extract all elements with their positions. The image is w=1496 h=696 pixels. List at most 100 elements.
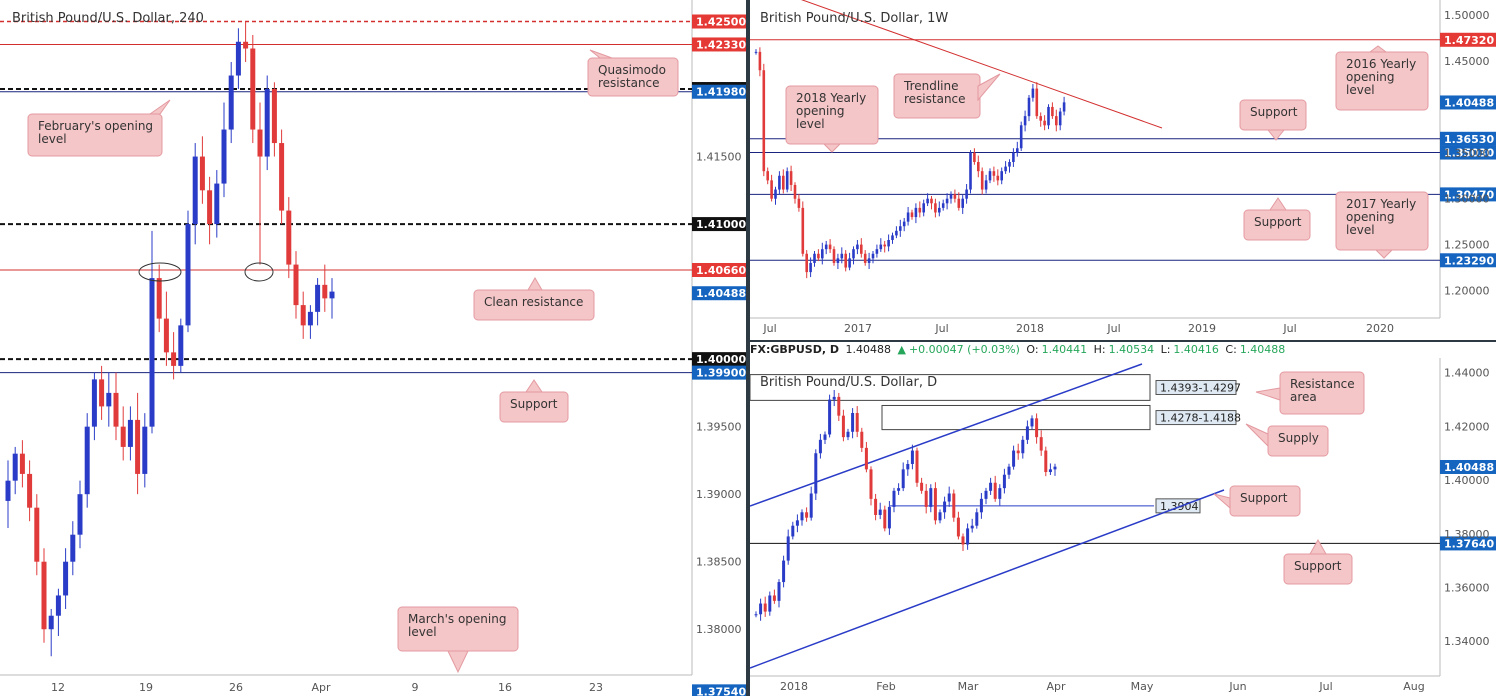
candle-body xyxy=(823,434,827,440)
x-tick-label: 12 xyxy=(51,681,65,694)
price-badge-label: 1.42500 xyxy=(696,16,746,29)
candle-body xyxy=(875,249,879,254)
ticker-high-label: H: xyxy=(1093,343,1106,356)
candle-body xyxy=(1012,450,1016,467)
x-tick-label: 2020 xyxy=(1366,322,1394,335)
candle-body xyxy=(1051,106,1054,117)
annotation-text: opening xyxy=(1346,70,1395,84)
annotation-text: opening xyxy=(796,104,845,118)
chart-title: British Pound/U.S. Dollar, 240 xyxy=(12,11,204,26)
panel-divider[interactable] xyxy=(746,0,750,696)
ticker-high: 1.40534 xyxy=(1108,343,1155,356)
price-badge-label: 1.40660 xyxy=(696,264,746,277)
candle-body xyxy=(19,453,25,474)
candle-body xyxy=(777,582,781,601)
candle-body xyxy=(786,536,790,561)
candle-body xyxy=(142,426,148,474)
x-tick-label: May xyxy=(1131,680,1154,693)
x-tick-label: 2017 xyxy=(844,322,872,335)
candle-body xyxy=(993,482,997,499)
ticker-close: 1.40488 xyxy=(1239,343,1286,356)
chart-panel-weekly: 1.47320 1.40488 1.36530 1.35030 1.30470 1.232… xyxy=(750,0,1496,340)
candle-body xyxy=(782,560,786,583)
candle-body xyxy=(171,352,177,366)
candle-body xyxy=(918,207,922,213)
candle-body xyxy=(48,615,54,630)
candle-body xyxy=(1043,120,1046,126)
callout-pointer xyxy=(822,143,842,153)
candle-body xyxy=(989,482,993,491)
callout-pointer xyxy=(1374,249,1394,259)
candle-body xyxy=(762,70,766,172)
price-badge-label: 1.39900 xyxy=(696,367,746,380)
candle-body xyxy=(34,507,40,562)
candle-body xyxy=(120,426,126,447)
panel-divider-horizontal[interactable] xyxy=(750,340,1496,342)
callout-pointer xyxy=(527,277,543,291)
candle-body xyxy=(901,469,905,489)
y-tick-label: 1.38000 xyxy=(696,623,742,636)
candle-body xyxy=(772,595,776,601)
candle-body xyxy=(836,258,840,263)
price-badge xyxy=(1440,131,1496,146)
y-tick-label: 1.50000 xyxy=(1444,9,1490,22)
x-tick-label: 9 xyxy=(412,681,419,694)
candle-body xyxy=(941,203,945,208)
candle-body xyxy=(846,431,850,438)
candle-body xyxy=(106,392,112,407)
candle-body xyxy=(214,183,220,225)
candle-body xyxy=(329,291,335,299)
price-badge-label: 1.41980 xyxy=(696,86,746,99)
y-tick-label: 1.45000 xyxy=(1444,55,1490,68)
candle-body xyxy=(975,512,979,526)
candle-body xyxy=(938,207,941,213)
candle-body xyxy=(969,152,972,190)
candle-body xyxy=(1016,148,1019,153)
price-badge xyxy=(692,14,746,29)
candle-body xyxy=(961,536,965,545)
candle-body xyxy=(914,207,918,218)
callout-pointer xyxy=(1245,423,1269,448)
y-tick-label: 1.39500 xyxy=(696,421,742,434)
y-tick-label: 1.39000 xyxy=(696,488,742,501)
price-badge-label: 1.41000 xyxy=(696,218,746,231)
candle-body xyxy=(832,249,836,263)
candle-body xyxy=(938,512,942,521)
candle-body xyxy=(844,253,847,268)
candle-body xyxy=(952,493,956,518)
candle-body xyxy=(992,171,996,176)
candle-body xyxy=(77,494,83,535)
ticker-open-label: O: xyxy=(1026,343,1039,356)
price-badge-label: 1.40000 xyxy=(696,353,746,366)
candle-body xyxy=(84,426,90,495)
candle-body xyxy=(271,89,277,144)
candle-body xyxy=(199,156,205,191)
annotation-text: Quasimodo xyxy=(598,63,666,77)
ticker-symbol[interactable]: FX:GBPUSD, D xyxy=(750,343,839,356)
zone-label: 1.4278-1.4188 xyxy=(1160,412,1241,425)
annotation-text: level xyxy=(38,132,67,146)
candle-body xyxy=(837,396,841,416)
candle-body xyxy=(924,490,928,507)
candle-body xyxy=(915,450,919,483)
y-tick-label: 1.35000 xyxy=(1444,147,1490,160)
candle-body xyxy=(998,488,1002,499)
candle-body xyxy=(243,41,249,49)
y-tick-label: 1.34000 xyxy=(1444,635,1490,648)
candle-body xyxy=(782,175,785,190)
candle-body xyxy=(41,561,47,630)
candle-body xyxy=(922,203,925,213)
candle-body xyxy=(257,129,263,157)
candle-body xyxy=(879,244,883,250)
annotation-text: opening xyxy=(1346,210,1395,224)
candle-body xyxy=(988,171,992,181)
candle-body xyxy=(1000,171,1003,181)
annotation-text: March's opening xyxy=(408,612,506,626)
candle-body xyxy=(766,171,769,181)
x-tick-label: Jul xyxy=(1318,680,1332,693)
candle-body xyxy=(887,240,890,247)
candle-body xyxy=(926,198,929,204)
candle-body xyxy=(279,143,285,211)
x-tick-label: Apr xyxy=(311,681,331,694)
